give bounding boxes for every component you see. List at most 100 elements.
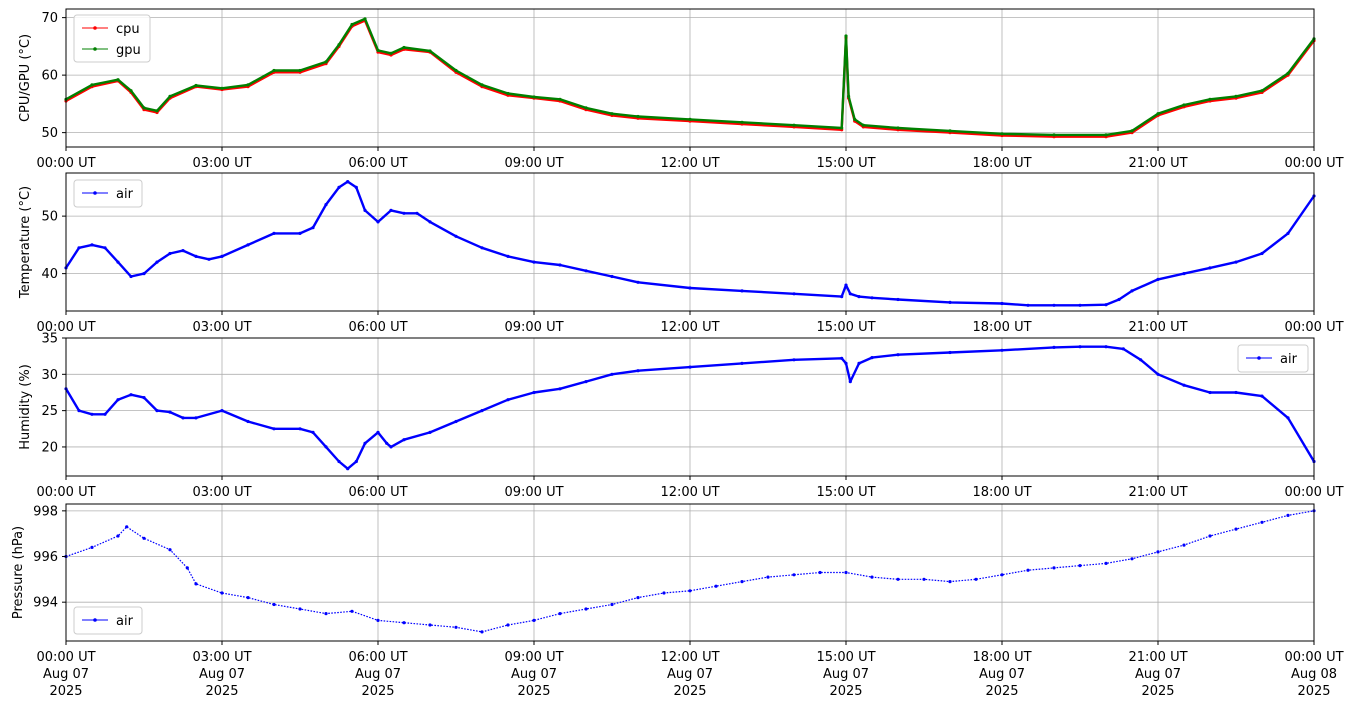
y-tick-label: 50: [41, 126, 58, 141]
data-point: [610, 372, 614, 376]
data-point: [922, 577, 926, 581]
data-point: [1260, 251, 1264, 256]
data-point: [311, 226, 315, 230]
data-point: [1078, 345, 1082, 349]
data-point: [142, 272, 146, 276]
legend: air: [73, 606, 143, 635]
data-point: [337, 185, 341, 189]
data-point: [974, 577, 978, 581]
data-point: [363, 208, 367, 212]
data-point: [792, 123, 796, 127]
data-point: [90, 83, 94, 87]
data-point: [220, 86, 224, 90]
data-point: [688, 365, 692, 369]
x-tick-label: 00:00 UT: [36, 320, 95, 335]
x-tick-label: 09:00 UT: [504, 650, 563, 665]
data-point: [1139, 358, 1143, 362]
data-point: [168, 251, 172, 256]
data-point: [506, 91, 510, 96]
data-point: [454, 68, 458, 73]
x-tick-label: 00:00 UT: [1284, 320, 1343, 335]
data-point: [220, 591, 224, 595]
x-tick-year: 2025: [829, 684, 862, 699]
data-point: [714, 584, 718, 588]
data-point: [766, 575, 770, 579]
data-point: [610, 602, 614, 607]
x-tick-year: 2025: [1297, 684, 1330, 699]
data-point: [1026, 303, 1030, 307]
data-point: [844, 283, 848, 287]
data-point: [324, 60, 328, 64]
data-point: [311, 430, 315, 434]
x-tick-date: Aug 08: [1291, 667, 1337, 682]
x-tick-label: 21:00 UT: [1128, 156, 1187, 171]
data-point: [792, 292, 796, 296]
y-tick-label: 50: [41, 210, 58, 225]
data-point: [155, 409, 159, 413]
data-point: [1000, 132, 1004, 136]
data-point: [532, 260, 536, 264]
data-point: [740, 120, 744, 124]
data-point: [116, 534, 120, 538]
data-point: [246, 419, 250, 424]
data-point: [584, 380, 588, 384]
data-point: [129, 393, 133, 397]
data-point: [298, 68, 302, 73]
legend-box: [1237, 344, 1309, 373]
data-point: [584, 607, 588, 611]
data-point: [688, 117, 692, 121]
data-point: [848, 292, 852, 296]
data-point: [454, 625, 458, 629]
data-point: [181, 249, 185, 253]
data-point: [142, 396, 146, 400]
data-point: [298, 231, 302, 235]
data-point: [844, 34, 848, 38]
data-point: [90, 545, 94, 550]
x-tick-year: 2025: [517, 684, 550, 699]
data-point: [194, 83, 198, 88]
data-point: [155, 260, 159, 264]
data-point: [1000, 348, 1004, 352]
data-point: [610, 112, 614, 116]
x-tick-date: Aug 07: [823, 667, 869, 682]
data-point: [1130, 129, 1134, 133]
data-point: [948, 350, 952, 355]
data-point: [272, 68, 276, 73]
data-point: [116, 260, 120, 264]
data-point: [1104, 561, 1108, 566]
x-tick-year: 2025: [205, 684, 238, 699]
x-tick-label: 18:00 UT: [972, 485, 1031, 500]
data-point: [324, 445, 328, 449]
data-point: [168, 548, 172, 552]
data-point: [246, 596, 250, 600]
data-point: [116, 78, 120, 82]
y-tick-label: 60: [41, 69, 58, 84]
data-point: [870, 356, 874, 360]
data-point: [558, 387, 562, 391]
x-tick-year: 2025: [985, 684, 1018, 699]
data-point: [480, 83, 484, 87]
data-point: [272, 427, 276, 431]
data-point: [480, 246, 484, 250]
data-point: [662, 591, 666, 595]
x-tick-label: 00:00 UT: [1284, 485, 1343, 500]
legend-label: gpu: [116, 43, 141, 58]
panel-1: 50 60 70 CPU/GPU (°C) 00:00 UT 03:00 UT 06:00 …: [18, 8, 1344, 171]
data-point: [558, 97, 562, 101]
x-tick-label: 06:00 UT: [348, 320, 407, 335]
data-point: [1052, 566, 1056, 570]
data-point: [1208, 534, 1212, 538]
x-tick-date: Aug 07: [979, 667, 1025, 682]
data-point: [848, 380, 852, 384]
data-point: [948, 129, 952, 133]
x-tick-label: 12:00 UT: [660, 156, 719, 171]
data-point: [506, 398, 510, 402]
legend-box: [73, 14, 151, 63]
data-point: [1104, 133, 1108, 137]
data-point: [1286, 231, 1290, 235]
data-point: [376, 430, 380, 434]
x-tick-year: 2025: [49, 684, 82, 699]
data-point: [1260, 89, 1264, 93]
data-point: [1260, 520, 1264, 524]
x-tick-label: 03:00 UT: [192, 650, 251, 665]
